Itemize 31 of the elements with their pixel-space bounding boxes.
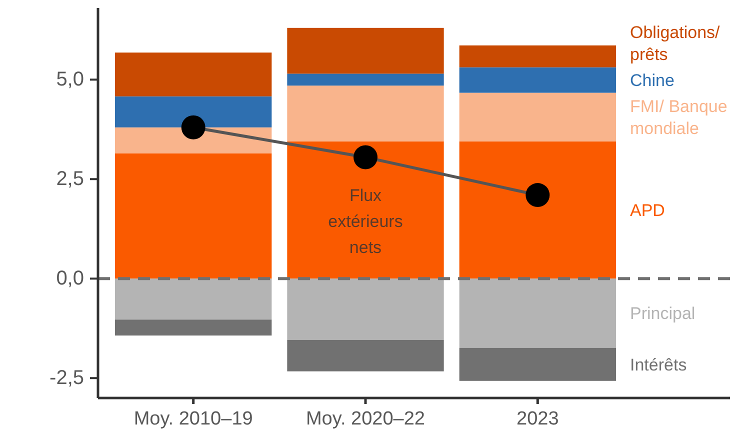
bar — [287, 340, 444, 372]
bar — [115, 153, 272, 279]
series-label: FMI/ Banque mondiale — [630, 96, 728, 138]
bar — [459, 45, 616, 68]
bar — [115, 320, 272, 336]
bar — [459, 278, 616, 348]
y-tick-label: 5,0 — [56, 68, 84, 91]
bar — [287, 86, 444, 142]
bar — [459, 67, 616, 93]
bar — [115, 52, 272, 96]
bar — [287, 28, 444, 74]
bar — [287, 141, 444, 279]
bar — [287, 74, 444, 86]
bar — [459, 141, 616, 279]
y-tick-label: -2,5 — [50, 367, 84, 390]
series-label: Intérêts — [630, 354, 687, 374]
series-label: Principal — [630, 304, 696, 323]
series-label: Flux extérieurs nets — [328, 186, 403, 258]
bar — [287, 278, 444, 340]
y-tick-label: 2,5 — [56, 168, 84, 190]
series-label: APD — [630, 200, 665, 220]
y-tick-label: 0,0 — [56, 268, 84, 290]
series-label: Chine — [630, 70, 674, 90]
x-tick-label: 2023 — [516, 408, 559, 430]
x-tick-label: Moy. 2010–19 — [134, 408, 253, 430]
bar — [459, 348, 616, 381]
series-label: Obligations/ prêts — [630, 22, 720, 64]
x-tick-label: Moy. 2020–22 — [306, 408, 426, 430]
bar — [459, 92, 616, 142]
bar — [115, 278, 272, 320]
bar — [115, 96, 272, 128]
